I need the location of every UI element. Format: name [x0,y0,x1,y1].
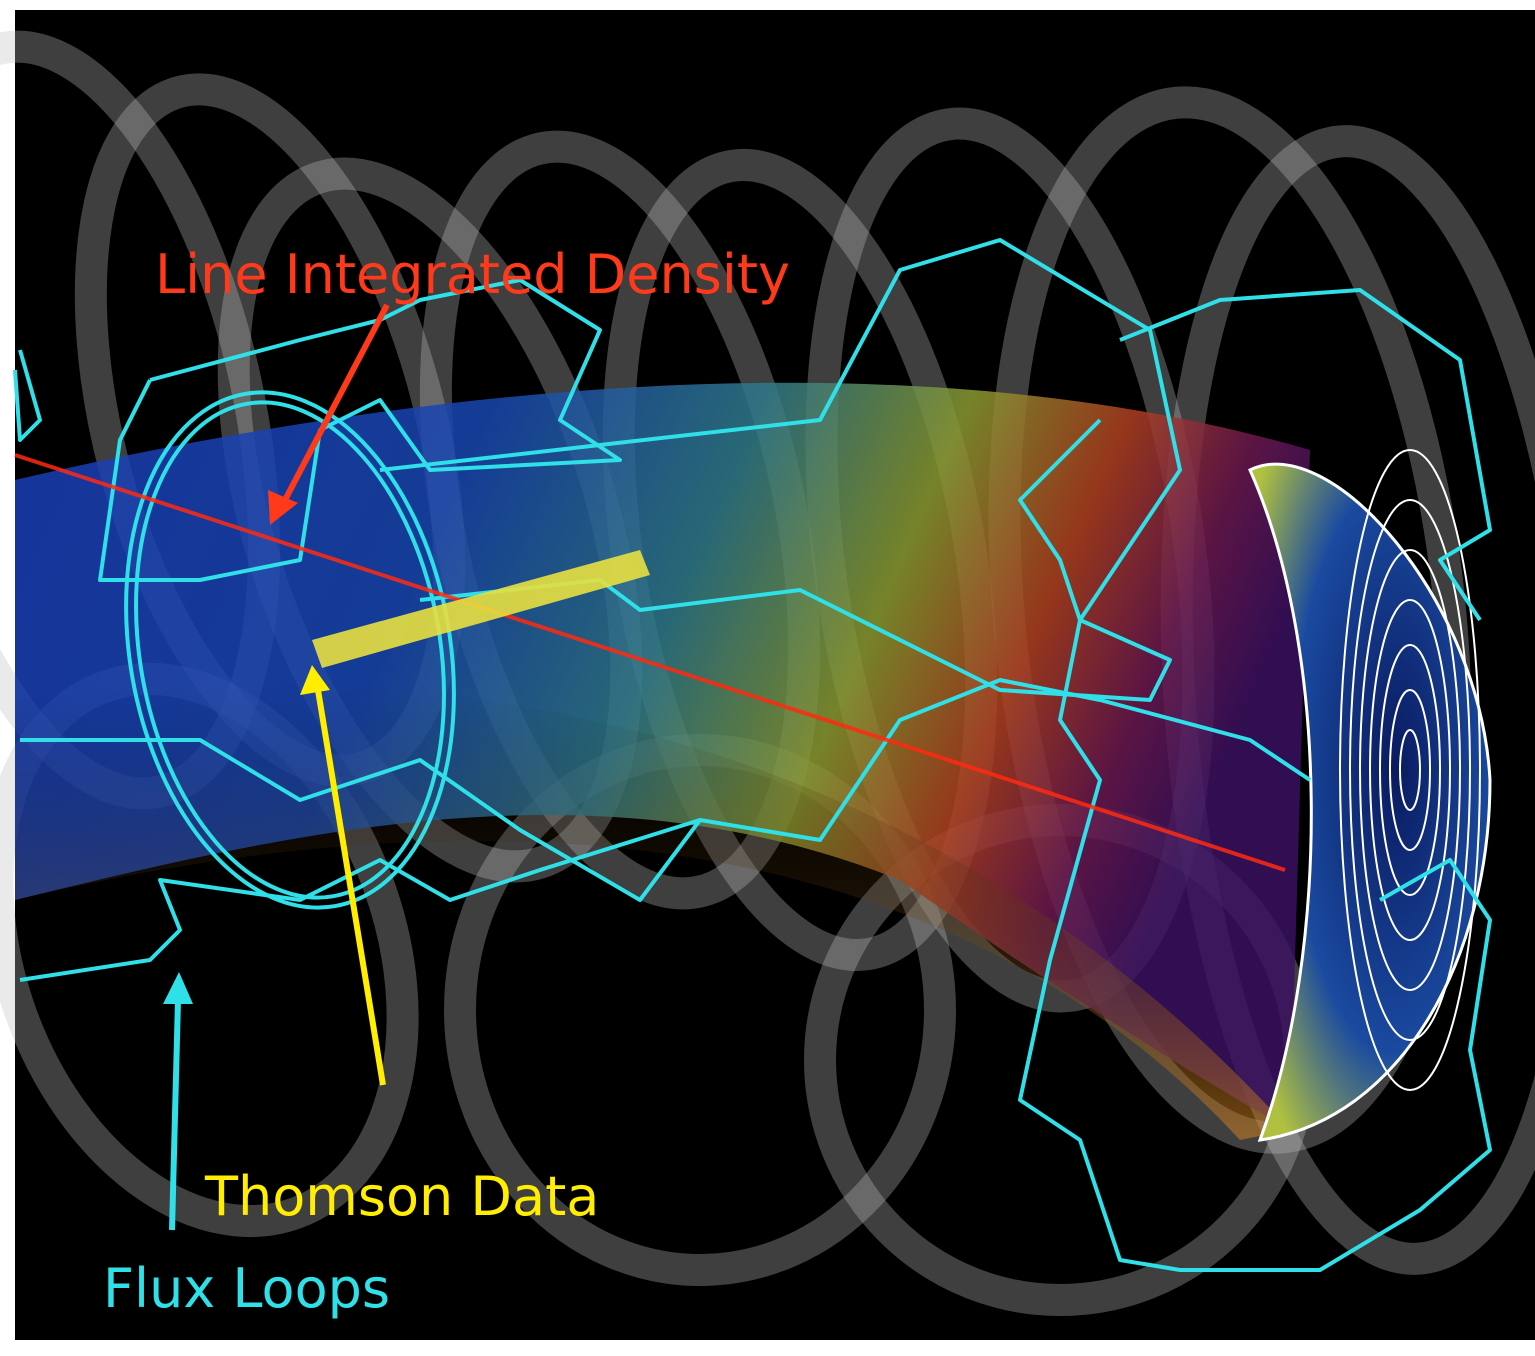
flux-loops-label: Flux Loops [103,1257,390,1320]
visualization: Line Integrated Density Thomson Data Flu… [0,0,1535,1356]
thomson-label: Thomson Data [204,1165,599,1228]
page: Line Integrated Density Thomson Data Flu… [0,0,1535,1356]
density-label: Line Integrated Density [155,243,790,306]
